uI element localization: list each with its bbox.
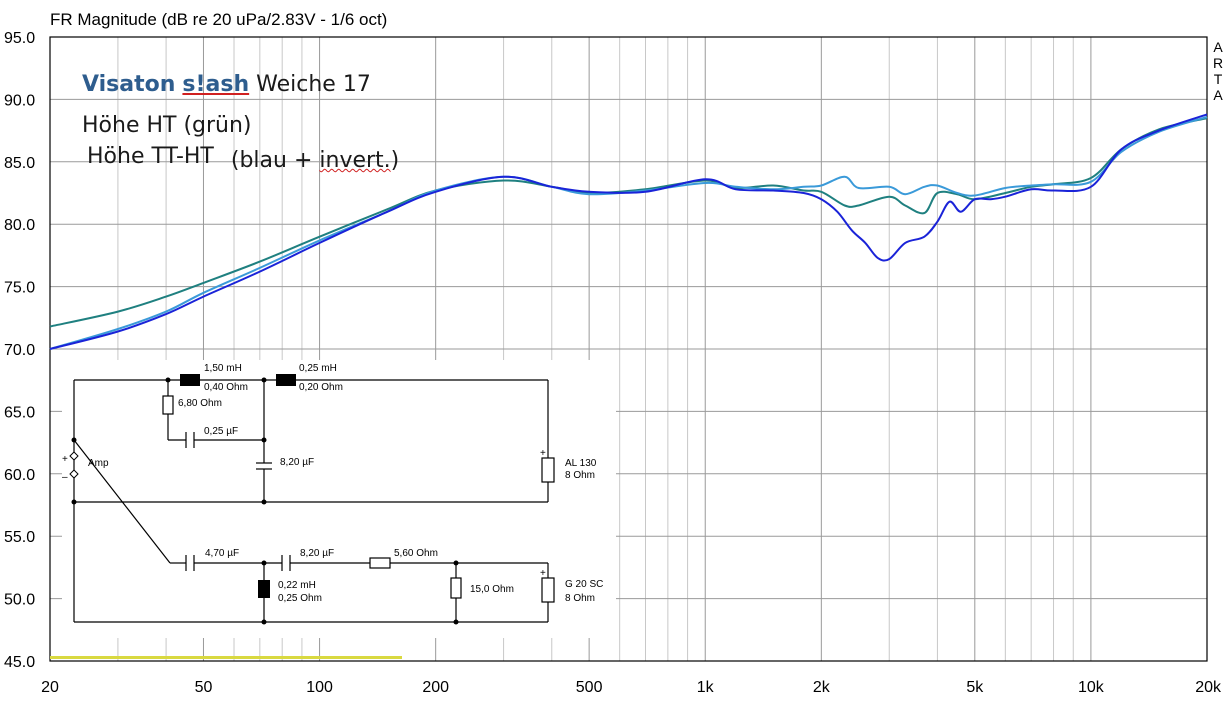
schematic-nodes	[71, 377, 459, 625]
y-tick-label: 75.0	[4, 280, 35, 297]
annotation-line-3-note: (blau + invert.)	[230, 148, 400, 173]
brand-name: Visaton	[82, 72, 176, 97]
y-tick-label: 80.0	[4, 217, 35, 234]
annotation-line-2: Höhe HT (grün)	[82, 113, 252, 138]
brand-model: s!ash	[182, 72, 250, 97]
l3-resistance: 0,25 Ohm	[278, 593, 322, 604]
amp-minus: –	[62, 472, 68, 483]
arta-letter: T	[1214, 71, 1223, 87]
tweeter-name: AL 130	[565, 458, 597, 469]
y-tick-label: 95.0	[4, 30, 35, 47]
x-tick-label: 100	[306, 679, 333, 696]
y-tick-label: 45.0	[4, 654, 35, 671]
x-tick-label: 50	[195, 679, 213, 696]
l1-value: 1,50 mH	[204, 363, 242, 374]
x-tick-label: 200	[422, 679, 449, 696]
x-tick-label: 2k	[813, 679, 831, 696]
c4-value: 8,20 µF	[300, 548, 334, 559]
amp-terminals	[69, 451, 79, 479]
crossover-schematic: 1,50 mH 0,40 Ohm 6,80 Ohm 0,25 µF 0,25 m…	[62, 360, 616, 638]
y-tick-label: 60.0	[4, 467, 35, 484]
annotation-line-3: Höhe TT-HT (blau + invert.)	[87, 144, 399, 173]
c1-value: 0,25 µF	[204, 426, 238, 437]
woofer-name: G 20 SC	[565, 579, 603, 590]
schematic-background	[62, 360, 616, 638]
x-tick-label: 5k	[966, 679, 984, 696]
series-line-2	[49, 115, 1208, 350]
l1-resistance: 0,40 Ohm	[204, 382, 248, 393]
amp-plus: +	[62, 454, 68, 465]
l2-resistance: 0,20 Ohm	[299, 382, 343, 393]
tweeter-plus: +	[540, 448, 546, 459]
x-tick-label: 20	[41, 679, 59, 696]
y-tick-label: 55.0	[4, 529, 35, 546]
y-tick-label: 90.0	[4, 92, 35, 109]
y-tick-label: 65.0	[4, 404, 35, 421]
c2-value: 8,20 µF	[280, 457, 314, 468]
curves	[49, 113, 1208, 350]
axis-ticks: 95.0 90.0 85.0 80.0 75.0 70.0 65.0 60.0 55.0 50.0…	[4, 30, 1222, 696]
x-tick-label: 1k	[697, 679, 715, 696]
l2-value: 0,25 mH	[299, 363, 337, 374]
l3-value: 0,22 mH	[278, 580, 316, 591]
woofer-impedance: 8 Ohm	[565, 593, 595, 604]
x-tick-label: 500	[576, 679, 603, 696]
woofer-plus: +	[540, 568, 546, 579]
chart-title: FR Magnitude (dB re 20 uPa/2.83V - 1/6 o…	[50, 10, 387, 29]
crossover-name: Weiche 17	[256, 72, 371, 97]
annotation-line-3-label: Höhe TT-HT	[87, 144, 214, 169]
r2-value: 5,60 Ohm	[394, 548, 438, 559]
x-tick-label: 20k	[1195, 679, 1222, 696]
c3-value: 4,70 µF	[205, 548, 239, 559]
schematic-inductors	[180, 374, 296, 598]
series-line-1	[49, 117, 1208, 328]
r3-value: 15,0 Ohm	[470, 584, 514, 595]
arta-letter: A	[1213, 39, 1223, 55]
arta-letter: A	[1213, 87, 1223, 103]
series-line-3	[49, 113, 1208, 350]
r1-value: 6,80 Ohm	[178, 398, 222, 409]
overlay-bar	[50, 656, 402, 659]
tweeter-impedance: 8 Ohm	[565, 470, 595, 481]
y-tick-label: 50.0	[4, 592, 35, 609]
annotation-line-1: Visaton s!ash Weiche 17	[82, 72, 371, 97]
y-tick-label: 70.0	[4, 342, 35, 359]
grid	[49, 36, 1208, 662]
y-tick-label: 85.0	[4, 155, 35, 172]
amp-label: Amp	[88, 458, 109, 469]
schematic-wires	[73, 379, 555, 623]
arta-letter: R	[1213, 55, 1223, 71]
x-tick-label: 10k	[1078, 679, 1105, 696]
